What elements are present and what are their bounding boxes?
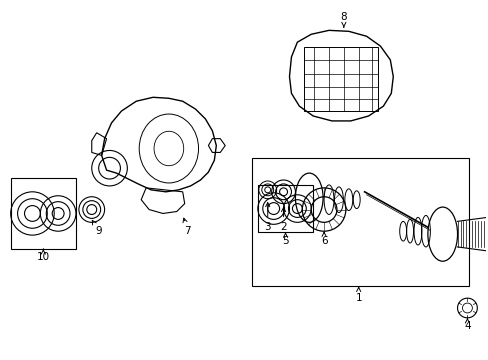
Text: 2: 2 (280, 207, 286, 232)
Text: 9: 9 (92, 220, 102, 236)
Bar (257, 185, 313, 232)
Text: 6: 6 (320, 232, 327, 246)
Text: 5: 5 (282, 233, 288, 246)
Text: 1: 1 (355, 287, 361, 303)
Text: 4: 4 (463, 318, 470, 331)
Bar (251, 158, 468, 286)
Text: 10: 10 (37, 249, 50, 262)
Bar (304, 47, 378, 111)
Text: 7: 7 (183, 218, 191, 236)
Text: 8: 8 (340, 12, 346, 27)
Text: 3: 3 (264, 203, 270, 232)
Bar (11, 178, 76, 249)
